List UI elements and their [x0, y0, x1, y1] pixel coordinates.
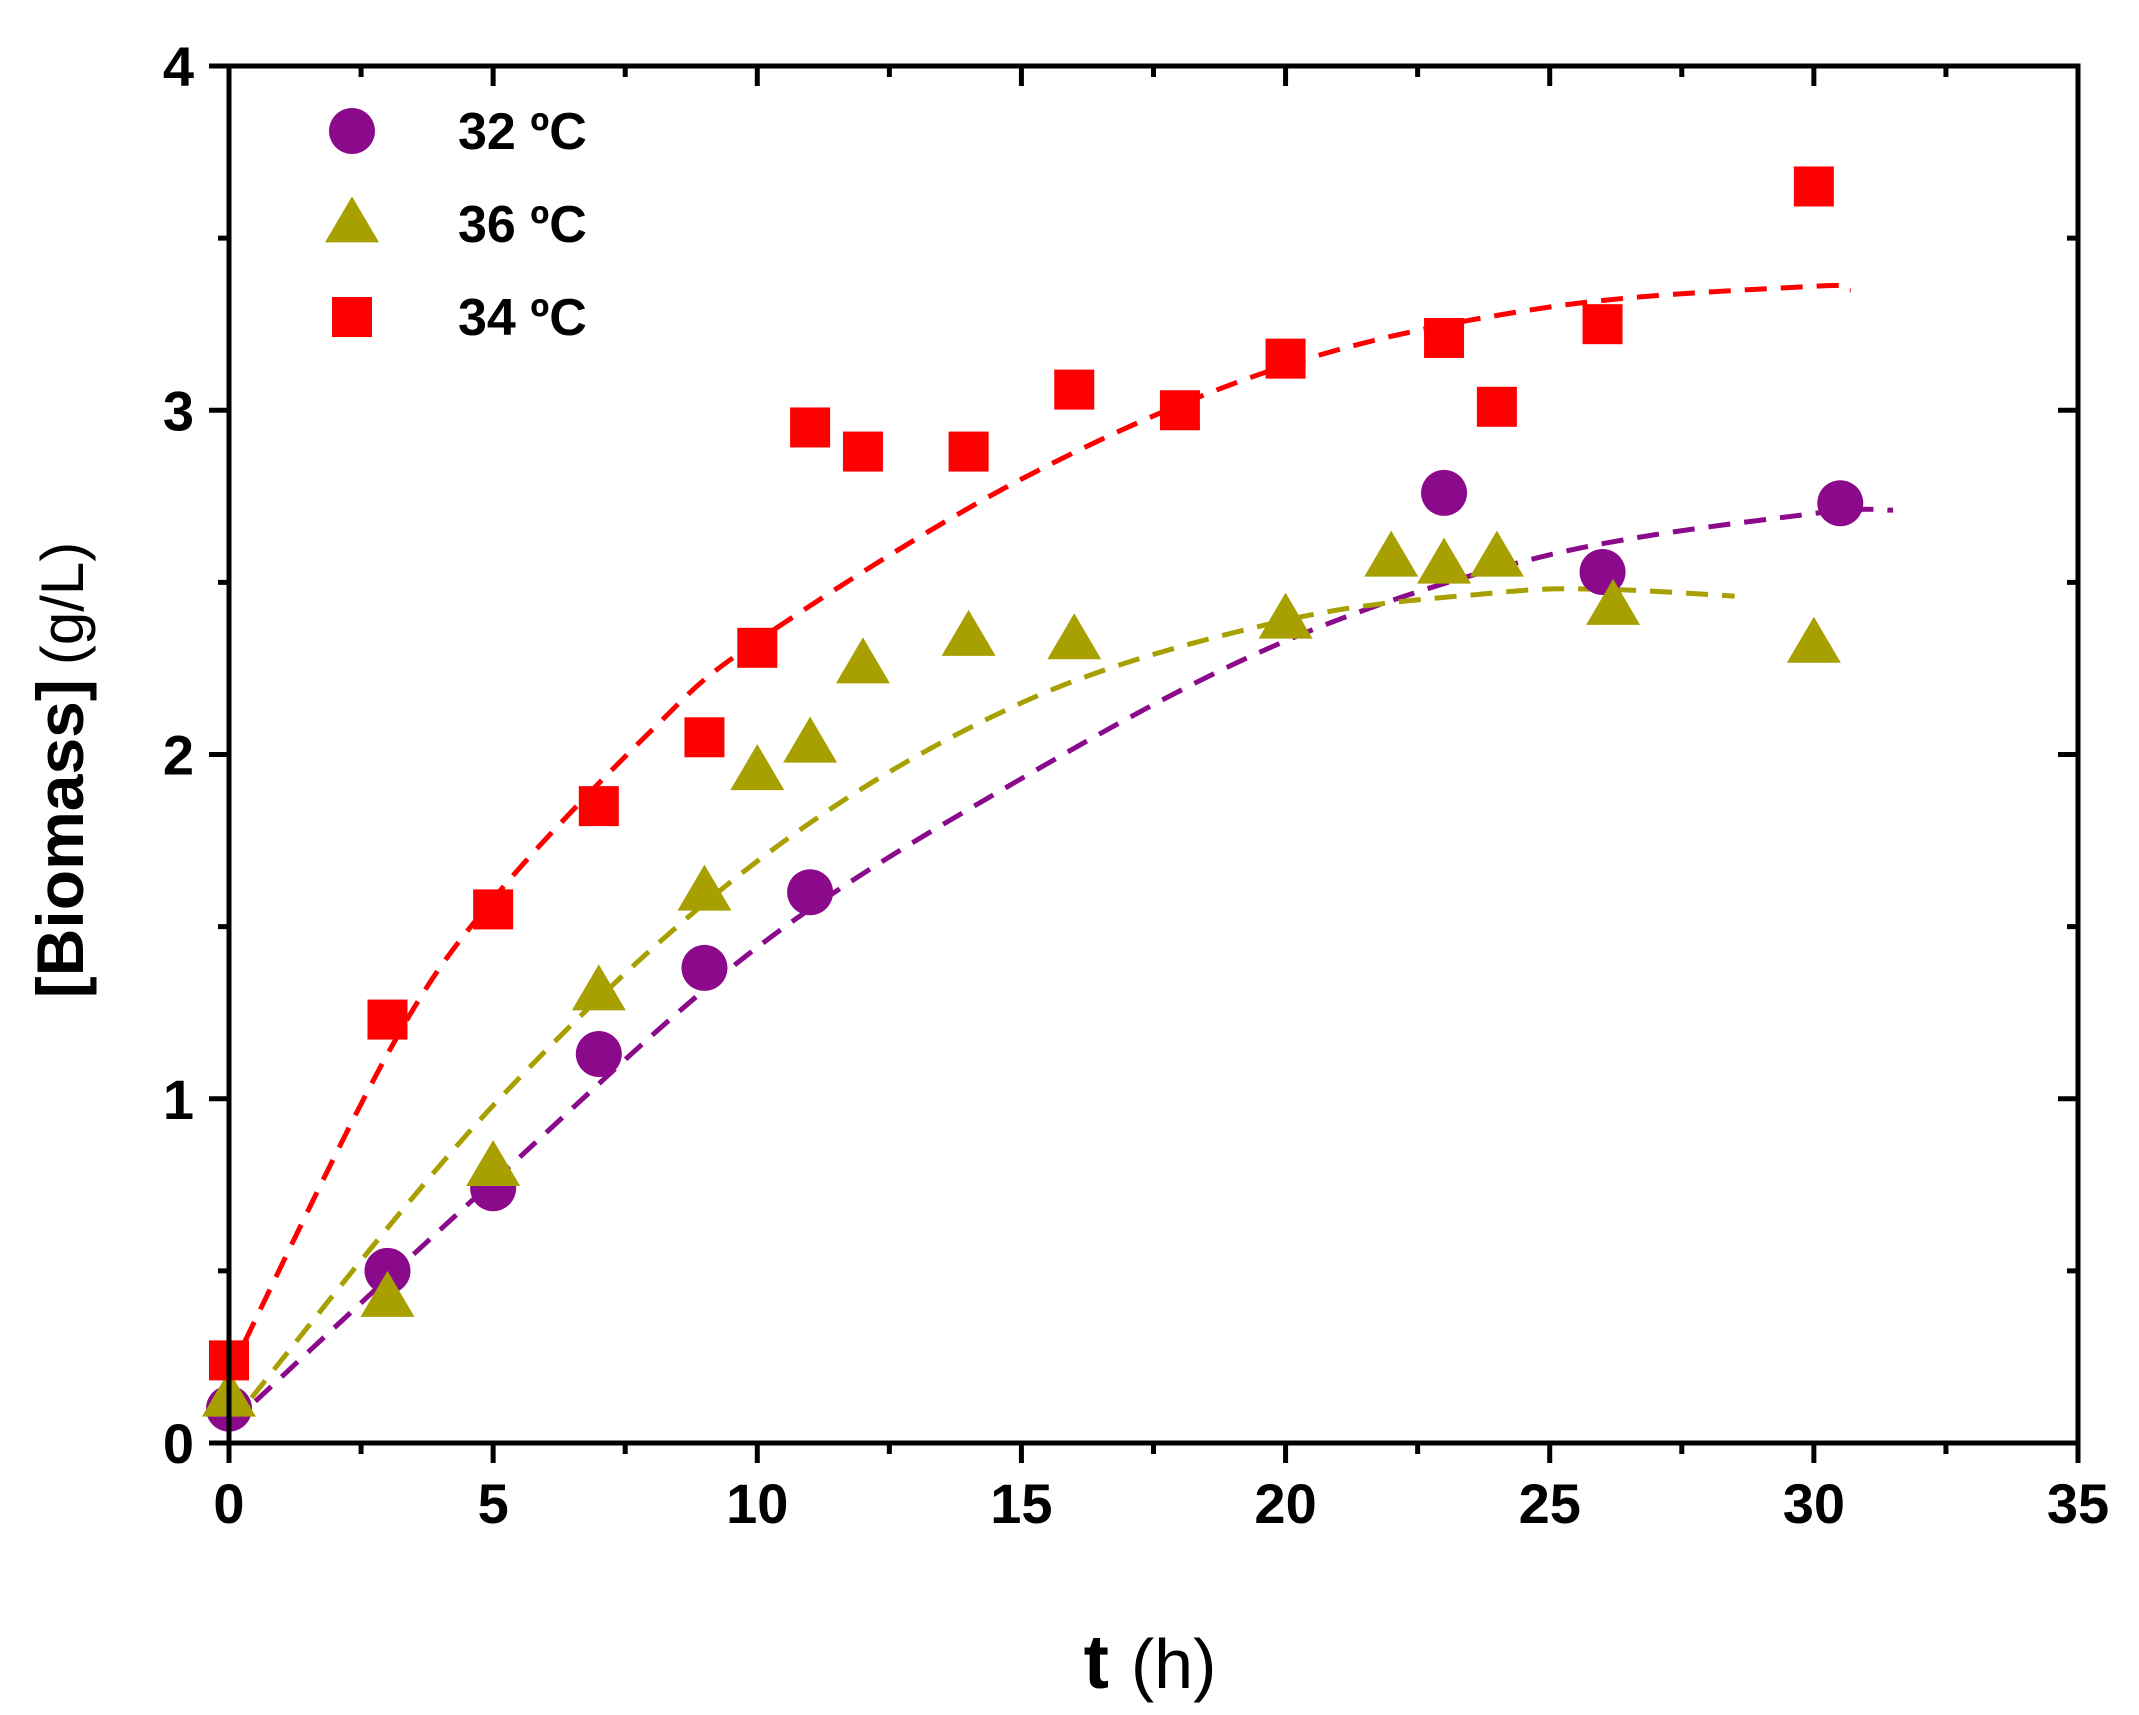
fit-curves	[226, 283, 1894, 1428]
x-tick-label-0: 0	[213, 1472, 244, 1535]
data-point-s2-10	[1159, 390, 1200, 431]
y-tick-label-3: 3	[163, 379, 194, 442]
y-axis-title-main: [Biomass]	[23, 679, 97, 998]
y-tick-label-2: 2	[163, 724, 194, 787]
data-point-s1-5	[730, 744, 785, 791]
data-point-s0-3	[575, 1030, 622, 1077]
data-point-s0-4	[681, 944, 728, 991]
data-point-s2-2	[473, 889, 514, 930]
x-axis-title-unit: (h)	[1131, 1625, 1217, 1703]
data-points	[202, 166, 1864, 1432]
y-axis-title: [Biomass] (g/L)	[23, 542, 97, 998]
data-point-s1-12	[1417, 537, 1472, 584]
data-point-s2-8	[948, 431, 989, 472]
data-point-s0-5	[787, 869, 834, 916]
data-point-s2-4	[684, 717, 725, 758]
data-point-s1-15	[1786, 616, 1841, 663]
data-point-s2-1	[367, 999, 408, 1040]
data-point-s2-7	[842, 431, 883, 472]
data-point-s1-14	[1586, 578, 1641, 625]
y-tick-label-0: 0	[163, 1412, 194, 1475]
data-point-s2-5	[737, 627, 778, 668]
data-point-s0-8	[1817, 480, 1864, 527]
data-point-s1-9	[1047, 613, 1102, 660]
data-point-s0-6	[1421, 469, 1468, 516]
x-tick-label-4: 20	[1254, 1472, 1316, 1535]
y-axis-title-unit: (g/L)	[29, 542, 96, 665]
data-point-s1-3	[571, 964, 626, 1011]
data-point-s2-3	[578, 786, 619, 827]
data-point-s1-13	[1469, 530, 1524, 577]
data-point-s2-6	[790, 407, 831, 448]
data-point-s1-6	[783, 716, 838, 763]
x-axis-title-main: t	[1084, 1620, 1109, 1705]
data-point-s2-11	[1265, 338, 1306, 379]
data-point-s0-7	[1579, 549, 1626, 596]
legend-label-0: 32 ºC	[458, 103, 587, 161]
data-point-s1-4	[677, 864, 732, 911]
x-tick-label-6: 30	[1783, 1472, 1845, 1535]
data-point-s2-14	[1582, 304, 1623, 345]
x-axis-title: t (h)	[1084, 1620, 1217, 1705]
y-tick-label-4: 4	[163, 35, 194, 98]
tick-labels: 0 5 10 15 20 25 30 35 0 1 2 3 4	[163, 35, 2109, 1535]
legend-marker-0	[329, 108, 375, 154]
legend-label-1: 36 ºC	[458, 196, 587, 254]
legend: 32 ºC 36 ºC 34 ºC	[325, 103, 587, 347]
data-point-s1-2	[466, 1140, 521, 1186]
data-point-s1-10	[1258, 592, 1313, 639]
y-tick-label-1: 1	[163, 1068, 194, 1131]
legend-marker-1	[325, 196, 379, 243]
x-tick-label-3: 15	[990, 1472, 1052, 1535]
data-point-s1-1	[360, 1270, 415, 1317]
data-point-s2-9	[1054, 369, 1095, 410]
data-point-s1-11	[1364, 530, 1419, 577]
x-tick-label-5: 25	[1519, 1472, 1581, 1535]
plot-frame	[226, 63, 2081, 1446]
data-point-s2-15	[1793, 166, 1834, 207]
data-point-s2-13	[1476, 386, 1517, 427]
axes	[209, 63, 2081, 1463]
x-tick-label-2: 10	[726, 1472, 788, 1535]
x-tick-label-1: 5	[478, 1472, 509, 1535]
data-point-s1-7	[835, 637, 890, 684]
fit-curve-1	[227, 586, 1735, 1428]
legend-label-2: 34 ºC	[458, 289, 587, 347]
fit-curve-2	[226, 283, 1853, 1376]
data-point-s2-12	[1424, 317, 1465, 358]
legend-marker-2	[332, 297, 372, 337]
x-tick-label-7: 35	[2047, 1472, 2109, 1535]
data-point-s1-8	[941, 609, 996, 656]
